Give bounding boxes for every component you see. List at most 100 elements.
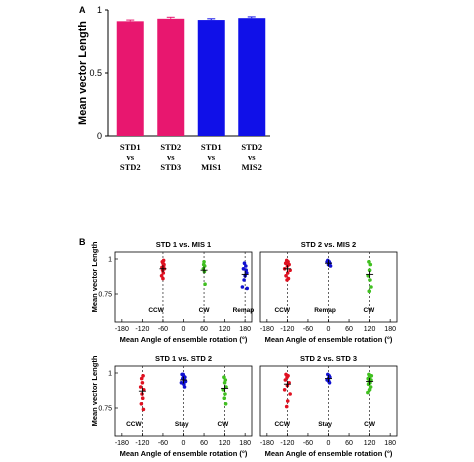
x-tick-label: -60: [303, 326, 313, 333]
x-tick-label: 0: [182, 440, 186, 447]
scatter-point: [201, 262, 206, 267]
bar-category-label: MIS1: [201, 162, 221, 172]
scatter-point: [139, 376, 144, 381]
scatter-point: [183, 379, 188, 384]
scatter-point: [368, 262, 373, 267]
bar-category-label: vs: [126, 152, 134, 162]
scatter-point: [244, 264, 248, 268]
panel-title: STD 2 vs. MIS 2: [301, 240, 356, 249]
bar-category-label: vs: [248, 152, 256, 162]
x-axis-label: Mean Angle of ensemble rotation (°): [120, 335, 248, 344]
scatter-point: [181, 372, 185, 377]
scatter-point: [369, 374, 374, 378]
x-tick-label: -180: [260, 326, 274, 333]
x-tick-label: 120: [364, 440, 376, 447]
group-annotation: CCW: [148, 307, 164, 314]
scatter-point: [242, 261, 247, 266]
scatter-point: [285, 375, 289, 380]
scatter-point: [367, 268, 372, 273]
x-tick-label: 120: [364, 326, 376, 333]
y-axis-label: Mean vector Length: [90, 241, 99, 312]
scatter-point: [221, 388, 226, 392]
scatter-point: [242, 278, 246, 282]
y-tick-label: 1: [108, 257, 112, 264]
y-tick-label: 0.75: [98, 406, 112, 413]
scatter-point: [182, 382, 186, 387]
x-axis-label: Mean Angle of ensemble rotation (°): [265, 335, 393, 344]
plot-frame: [114, 251, 253, 323]
bar-category-label: STD1: [120, 142, 141, 152]
group-annotation: CW: [363, 307, 375, 314]
bar-category-label: MIS2: [242, 162, 262, 172]
bar-y-tick-label: 0: [97, 131, 102, 141]
bar: [197, 20, 225, 136]
scatter-point: [140, 396, 145, 401]
x-tick-label: 0: [182, 326, 186, 333]
x-tick-label: 60: [345, 440, 353, 447]
scatter-panel: STD 2 vs. MIS 2 -180 -120 -60 0 60 120 180 Mean …: [259, 240, 398, 344]
bar: [157, 18, 185, 136]
scatter-point: [284, 404, 289, 409]
scatter-panel: STD 1 vs. MIS 1 -180 -120 -60 0 60 120 180 0.75 1…: [90, 240, 254, 344]
x-tick-label: -120: [280, 440, 294, 447]
x-axis-label: Mean Angle of ensemble rotation (°): [265, 449, 393, 458]
x-tick-label: -180: [260, 440, 274, 447]
scatter-point: [203, 282, 207, 287]
group-annotation: Stay: [175, 421, 189, 428]
scatter-point: [141, 388, 146, 392]
scatter-point: [182, 385, 187, 389]
bar-category-label: vs: [167, 152, 175, 162]
y-axis-label: Mean vector Length: [90, 355, 99, 426]
scatter-point: [283, 378, 288, 382]
scatter-point: [245, 286, 250, 291]
x-tick-label: 180: [384, 326, 396, 333]
x-tick-label: 60: [345, 326, 353, 333]
panel-b-label: B: [79, 237, 86, 247]
x-tick-label: 0: [327, 326, 331, 333]
panel-title: STD 1 vs. MIS 1: [156, 240, 211, 249]
x-tick-label: 180: [384, 440, 396, 447]
scatter-point: [202, 260, 206, 264]
bar-category-label: STD2: [241, 142, 262, 152]
group-annotation: CCW: [274, 307, 290, 314]
group-annotation: CW: [199, 307, 211, 314]
scatter-point: [223, 378, 228, 382]
scatter-panel: STD 2 vs. STD 3 -180 -120 -60 0 60 120 180 Mean …: [259, 354, 398, 458]
x-tick-label: -120: [135, 326, 149, 333]
scatter-point: [161, 276, 165, 281]
scatter-point: [284, 274, 288, 278]
scatter-point: [287, 381, 291, 385]
group-annotation: Remap: [233, 307, 255, 314]
group-annotation: CW: [364, 421, 376, 428]
bar-category-label: vs: [207, 152, 215, 162]
bar-category-label: STD1: [201, 142, 222, 152]
y-tick-label: 0.75: [98, 292, 112, 299]
scatter-point: [224, 385, 228, 389]
scatter-point: [367, 289, 372, 294]
x-tick-label: -60: [303, 440, 313, 447]
scatter-point: [366, 274, 371, 278]
bar-y-tick-label: 1: [97, 5, 102, 15]
scatter-point: [328, 264, 333, 268]
scatter-point: [282, 388, 287, 392]
scatter-point: [222, 396, 227, 401]
scatter-point: [366, 390, 370, 395]
group-annotation: Remap: [314, 307, 336, 314]
x-tick-label: 0: [327, 440, 331, 447]
scatter-point: [369, 285, 373, 289]
panel-title: STD 2 vs. STD 3: [300, 354, 357, 363]
scatter-point: [139, 402, 144, 406]
x-tick-label: 60: [200, 326, 208, 333]
x-axis-label: Mean Angle of ensemble rotation (°): [120, 449, 248, 458]
bar-category-label: STD3: [160, 162, 181, 172]
x-tick-label: -180: [115, 326, 129, 333]
scatter-point: [223, 402, 228, 406]
scatter-point: [138, 385, 143, 389]
panel-a-label: A: [79, 5, 86, 15]
group-annotation: Stay: [318, 421, 332, 428]
x-tick-label: -60: [158, 326, 168, 333]
scatter-point: [140, 381, 145, 385]
scatter-point: [241, 267, 246, 271]
scatter-point: [366, 376, 371, 381]
